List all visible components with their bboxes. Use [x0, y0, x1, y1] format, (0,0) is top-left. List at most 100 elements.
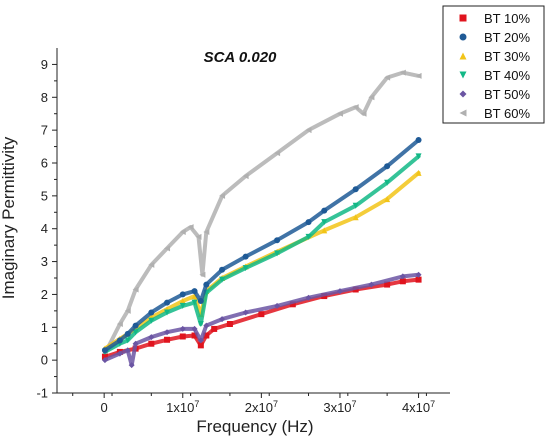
data-point: [368, 94, 375, 101]
data-point: [148, 261, 155, 268]
y-axis: -1 0 1 2 3 4 5 6 7 8 9: [36, 48, 58, 401]
data-point: [368, 281, 375, 288]
series-trace: [102, 70, 421, 356]
data-point: [191, 293, 198, 300]
data-point: [116, 321, 123, 327]
data-point: [101, 347, 108, 354]
series-bt-50-: [101, 271, 422, 369]
data-point: [384, 74, 391, 81]
x-axis: 0 1x107 2x107 3x107 4x107: [57, 392, 450, 415]
data-point: [384, 196, 391, 203]
series-bt-20-: [101, 137, 422, 354]
data-point: [116, 350, 123, 357]
data-point: [124, 330, 131, 337]
data-point: [148, 309, 155, 316]
data-point: [197, 342, 204, 349]
y-tick-label: 4: [41, 221, 48, 236]
data-point: [352, 202, 359, 209]
data-point: [242, 253, 249, 260]
data-point: [164, 329, 171, 336]
legend-item: BT 60%: [459, 106, 530, 121]
data-point: [242, 265, 249, 272]
data-point: [415, 153, 422, 160]
data-point: [191, 325, 198, 332]
x-tick-label: 1x107: [166, 399, 199, 415]
data-point: [164, 309, 171, 316]
data-point: [226, 321, 233, 327]
series-bt-60-: [101, 69, 422, 357]
data-point: [179, 333, 186, 340]
data-point: [399, 278, 406, 285]
data-point: [219, 192, 226, 199]
data-point: [203, 229, 210, 235]
data-point: [128, 362, 135, 369]
legend-label: BT 10%: [484, 11, 530, 26]
data-point: [116, 337, 123, 344]
data-point: [336, 288, 343, 295]
legend-label: BT 60%: [484, 106, 530, 121]
data-point: [415, 271, 422, 278]
data-point: [399, 69, 406, 76]
data-point: [274, 302, 281, 309]
data-point: [132, 329, 139, 336]
legend-item: BT 40%: [459, 68, 530, 83]
series-bt-40-: [101, 153, 422, 355]
y-axis-title: Imaginary Permittivity: [0, 136, 18, 299]
data-point: [164, 336, 171, 343]
data-point: [274, 237, 281, 244]
y-tick-label: -1: [36, 386, 48, 401]
data-point: [258, 311, 265, 318]
legend-marker: [459, 14, 467, 22]
data-point: [211, 325, 218, 332]
data-point: [124, 337, 131, 344]
data-point: [197, 321, 204, 327]
legend-item: BT 10%: [459, 11, 530, 26]
y-tick-label: 3: [41, 254, 48, 269]
data-point: [191, 288, 198, 295]
data-point: [415, 169, 422, 176]
y-tick-label: 0: [41, 353, 48, 368]
data-point: [132, 322, 139, 329]
legend-marker: [459, 90, 467, 98]
data-point: [336, 110, 343, 117]
data-point: [203, 281, 210, 288]
data-point: [101, 357, 108, 364]
data-point: [199, 271, 206, 278]
y-tick-label: 5: [41, 188, 48, 203]
data-point: [242, 309, 249, 316]
data-point: [352, 214, 359, 221]
data-point: [274, 150, 281, 157]
legend-box: [442, 5, 545, 124]
data-point: [399, 273, 406, 280]
y-tick-label: 6: [41, 156, 48, 171]
legend-marker: [459, 71, 467, 79]
data-point: [179, 325, 186, 332]
data-point: [305, 127, 312, 134]
data-point: [148, 340, 155, 347]
data-point: [305, 233, 312, 240]
legend-item: BT 20%: [459, 30, 530, 45]
legend-label: BT 40%: [484, 68, 530, 83]
data-point: [415, 137, 422, 143]
data-point: [124, 347, 131, 354]
data-point: [203, 322, 210, 329]
data-point: [179, 229, 186, 235]
data-point: [289, 301, 296, 308]
data-point: [321, 207, 328, 214]
y-tick-label: 7: [41, 123, 48, 138]
x-tick-label: 2x107: [245, 399, 278, 415]
data-point: [195, 233, 202, 240]
data-point: [305, 294, 312, 301]
data-point: [219, 266, 226, 273]
data-point: [305, 219, 312, 226]
data-point: [321, 219, 328, 226]
data-point: [191, 332, 198, 339]
legend-label: BT 50%: [484, 87, 530, 102]
x-tick-label: 3x107: [323, 399, 356, 415]
data-point: [415, 72, 422, 79]
legend: BT 10% BT 20% BT 30% BT 40% BT 50% BT 60%: [442, 5, 545, 124]
series-trace: [102, 154, 421, 354]
y-tick-label: 8: [41, 90, 48, 105]
data-point: [179, 302, 186, 309]
